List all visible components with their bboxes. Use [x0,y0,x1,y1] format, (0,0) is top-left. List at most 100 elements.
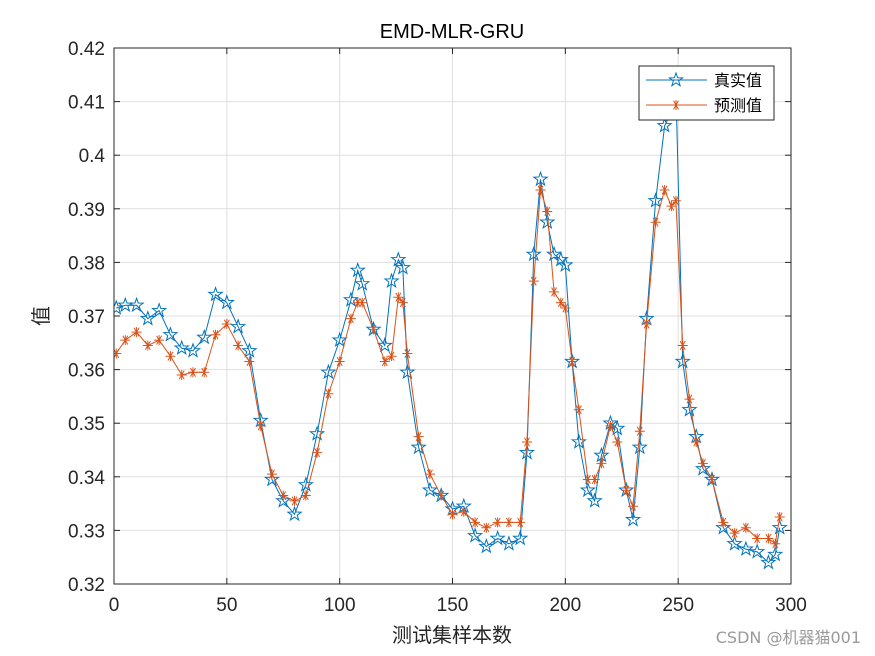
series-2-point [521,436,532,447]
y-tick-label: 0.34 [68,468,105,489]
legend-label-series-1: 真实值 [714,71,762,90]
series-1-point [570,433,587,449]
x-tick-label: 250 [662,595,694,616]
series-1-point [647,192,664,208]
series-1-point [760,554,777,570]
series-2-point [244,356,255,367]
series-1-point [749,543,766,559]
series-1-point [349,261,366,278]
legend-box [638,65,775,121]
x-tick-label: 200 [549,595,581,616]
series-2-point [503,517,514,528]
series-1-point [586,492,603,508]
series-2-point [221,319,232,330]
series-1-point [694,460,712,476]
series-2-point [413,431,424,442]
series-2-point [659,185,670,196]
series-2-point [684,394,695,405]
series-1-point [421,481,439,498]
legend-marker-series-2 [671,100,681,110]
series-2-point [447,509,458,520]
series-1-point [331,331,348,348]
series-1-point [656,117,673,133]
series-1-point [162,326,179,342]
series-2-point [379,356,390,367]
series-2-point [300,490,311,501]
series-2-point [718,517,729,528]
series-2-point [458,506,469,517]
series-2-point [641,319,652,330]
series-1-point [376,336,393,353]
series-2-point [666,201,677,212]
pentagram-marker-icon [667,71,685,87]
series-2-point [567,356,578,367]
y-tick-label: 0.35 [68,414,105,435]
x-tick-label: 0 [109,595,120,616]
series-2-point [402,348,413,359]
series-1-point [139,310,156,326]
series-2-point [357,297,368,308]
series-2-point [199,367,210,378]
series-1-point [390,251,407,267]
legend-label-series-2: 预测值 [714,96,762,115]
series-2-point [397,297,408,308]
series-1-point [207,286,224,302]
series-1-point [394,259,411,275]
series-2-point [774,512,785,522]
series-2-point [515,517,526,528]
series-2-point [210,329,221,340]
series-2-point [154,335,165,346]
series-1-point [557,256,574,272]
series-1-point [354,275,371,291]
series-2-point [393,292,404,303]
series-1-point [342,291,360,307]
series-2-point [436,490,447,501]
y-axis-label: 值 [29,306,53,326]
series-1-point [466,527,484,543]
series-2-point [535,185,546,196]
series-1-point [579,481,597,498]
legend: 真实值 预测值 [638,65,775,121]
series-1-point [297,476,314,492]
series-2-point [612,436,623,447]
series-1-point [114,299,125,315]
series-2-point [729,528,740,539]
series-2-point [334,356,345,367]
series-2-point [582,474,593,485]
series-1-point [320,363,337,380]
series-2-point [763,533,774,544]
series-2-point [697,458,708,469]
watermark: CSDN @机器猫001 [715,628,861,647]
series-1-point [263,470,281,487]
series-2-point [114,348,122,359]
series-1-point [383,272,400,289]
y-tick-label: 0.41 [68,93,105,114]
series-2-point [691,436,702,447]
series-2-point [289,495,300,506]
series-1-point [173,339,190,356]
series-2-point [650,217,661,228]
series-2-point [131,327,142,338]
series-1-point [184,342,202,358]
series-1-point [681,401,698,417]
series-1-point [399,363,416,380]
series-2-point [312,447,323,458]
series-2-point [368,324,379,335]
series-2-point [621,485,632,496]
x-tick-label: 50 [216,595,237,616]
x-tick-label: 300 [775,595,807,616]
series-2-point [670,195,681,206]
series-2-point [424,469,435,480]
series-1-point [532,170,549,187]
y-tick-label: 0.39 [68,200,105,221]
series-2-point [634,426,645,437]
series-1-point [218,294,235,310]
series-1-point [151,302,168,318]
series-2-point [278,490,289,501]
series-1-point [196,328,213,345]
series-2-point [323,388,334,399]
y-tick-label: 0.42 [68,39,105,60]
series-2-point [560,302,571,313]
asterisk-marker-icon [671,100,681,110]
